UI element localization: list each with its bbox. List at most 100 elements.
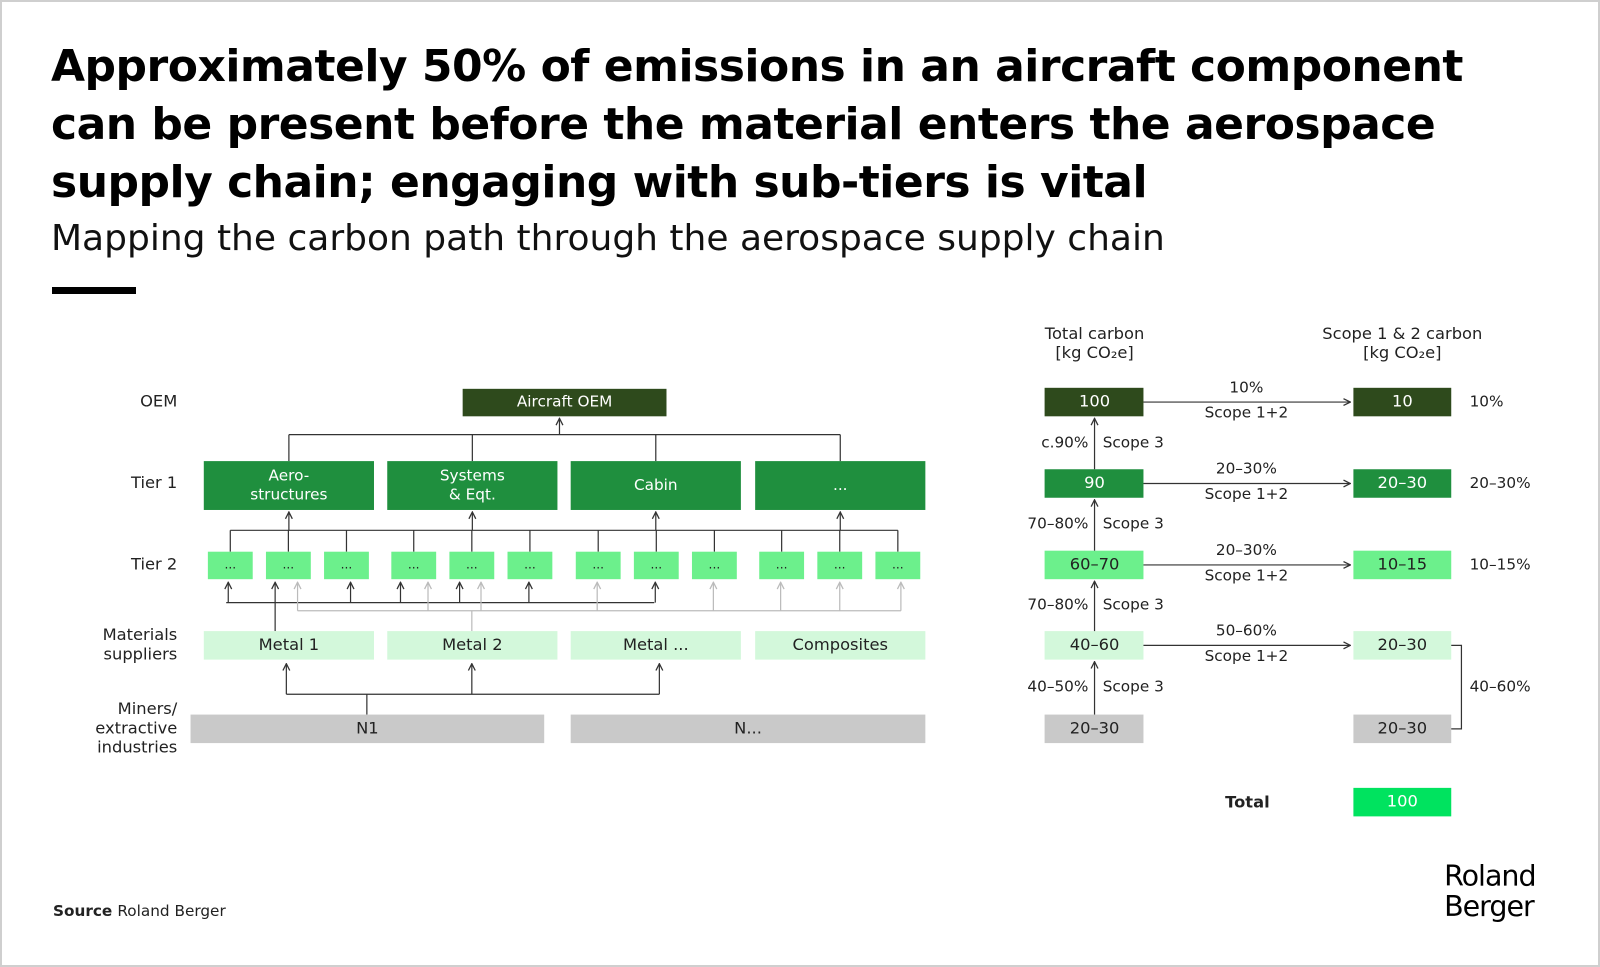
tier2-box — [633, 551, 679, 580]
scope3-label: Scope 3 — [1103, 596, 1164, 614]
total-carbon-value: 40–60 — [1070, 635, 1120, 654]
tier1-label: structures — [250, 486, 327, 504]
title: Approximately 50% of emissions in an air… — [51, 41, 1463, 208]
tier2-box — [875, 551, 921, 580]
source-name: Roland Berger — [117, 902, 226, 920]
scope12-box — [1353, 387, 1452, 417]
scope12-value: 20–30 — [1378, 473, 1428, 492]
total-carbon-value: 100 — [1079, 392, 1110, 411]
scope12-value: 20–30 — [1378, 718, 1428, 737]
column-header: [kg CO₂e] — [1363, 343, 1441, 362]
scope3-share: 40–50% — [1027, 678, 1088, 696]
total-carbon-box — [1044, 387, 1144, 417]
level-label: OEM — [140, 392, 177, 411]
tier2-box — [817, 551, 863, 580]
scope12-value: 10–15 — [1378, 554, 1428, 573]
tier2-label: ... — [524, 557, 536, 571]
level-label: Tier 2 — [130, 554, 177, 573]
tier2-label: ... — [709, 557, 721, 571]
total-label: Total — [1225, 793, 1270, 812]
tier2-label: ... — [892, 557, 904, 571]
level-label: extractive — [95, 718, 177, 737]
scope12-share: 10–15% — [1470, 555, 1531, 573]
tier2-label: ... — [224, 557, 236, 571]
column-header: Scope 1 & 2 carbon — [1322, 324, 1482, 343]
source-label: Source — [53, 902, 112, 920]
oem-label: Aircraft OEM — [517, 393, 612, 411]
level-label: suppliers — [104, 645, 178, 664]
logo: Roland — [1444, 859, 1535, 892]
tier1-label: ... — [833, 476, 848, 494]
column-header: Total carbon — [1044, 324, 1144, 343]
tier2-label: ... — [834, 557, 846, 571]
tier1-label: Cabin — [634, 476, 678, 494]
bracket — [1451, 644, 1463, 730]
source: Source Roland Berger — [53, 902, 227, 920]
tier2-box — [507, 551, 553, 580]
flow-share: 20–30% — [1216, 541, 1277, 559]
tier1-box — [755, 461, 926, 510]
tier2-box — [324, 551, 369, 580]
materials-box — [570, 631, 741, 660]
tier1-box — [203, 461, 374, 510]
materials-box — [203, 631, 374, 660]
materials-label: Metal 2 — [442, 635, 503, 654]
tier2-box — [575, 551, 621, 580]
level-label: Materials — [103, 625, 178, 644]
flow-share: 20–30% — [1216, 460, 1277, 478]
scope3-share: 70–80% — [1027, 596, 1088, 614]
column-header: [kg CO₂e] — [1055, 343, 1133, 362]
tier1-box — [387, 461, 558, 510]
scope12-box — [1353, 714, 1452, 744]
total-carbon-box — [1044, 631, 1144, 660]
materials-label: Composites — [793, 635, 888, 654]
tier2-label: ... — [776, 557, 788, 571]
oem-box — [462, 388, 667, 417]
title-rule — [52, 287, 136, 294]
scope12-value: 10 — [1392, 392, 1413, 411]
total-carbon-box — [1044, 469, 1144, 498]
scope12-share: 10% — [1470, 393, 1504, 411]
tier2-box — [207, 551, 253, 580]
flow-share: 10% — [1229, 378, 1263, 396]
scope12-box — [1353, 469, 1452, 498]
total-carbon-value: 20–30 — [1070, 718, 1120, 737]
level-label: industries — [97, 738, 177, 757]
scope12-box — [1353, 550, 1452, 580]
total-carbon-value: 60–70 — [1070, 554, 1120, 573]
level-label: Tier 1 — [130, 473, 177, 492]
scope12-box — [1353, 631, 1452, 660]
tier2-box — [449, 551, 495, 580]
tier2-box — [759, 551, 805, 580]
level-label: Miners/ — [118, 699, 178, 718]
tier2-box — [391, 551, 437, 580]
tier1-label: & Eqt. — [449, 486, 496, 504]
total-box — [1353, 787, 1452, 817]
materials-label: Metal ... — [623, 635, 689, 654]
subtitle: Mapping the carbon path through the aero… — [51, 218, 1165, 259]
total-value: 100 — [1387, 792, 1418, 811]
flow-label: Scope 1+2 — [1205, 647, 1289, 665]
scope12-value: 20–30 — [1378, 635, 1428, 654]
miners-label: N1 — [356, 718, 379, 737]
scope3-share: 70–80% — [1027, 515, 1088, 533]
logo: Berger — [1444, 890, 1535, 923]
scope3-label: Scope 3 — [1103, 515, 1164, 533]
total-carbon-box — [1044, 550, 1144, 580]
tier2-label: ... — [408, 557, 420, 571]
materials-label: Metal 1 — [259, 635, 320, 654]
bracket-share: 40–60% — [1470, 678, 1531, 696]
materials-box — [755, 631, 926, 660]
flow-label: Scope 1+2 — [1205, 404, 1289, 422]
scope3-label: Scope 3 — [1103, 678, 1164, 696]
materials-box — [387, 631, 558, 660]
tier2-box — [691, 551, 737, 580]
scope3-share: c.90% — [1041, 433, 1088, 451]
tier2-label: ... — [592, 557, 604, 571]
tier2-box — [265, 551, 311, 580]
total-carbon-box — [1044, 714, 1144, 744]
miners-label: N... — [734, 718, 762, 737]
tier2-label: ... — [466, 557, 478, 571]
flow-share: 50–60% — [1216, 622, 1277, 640]
